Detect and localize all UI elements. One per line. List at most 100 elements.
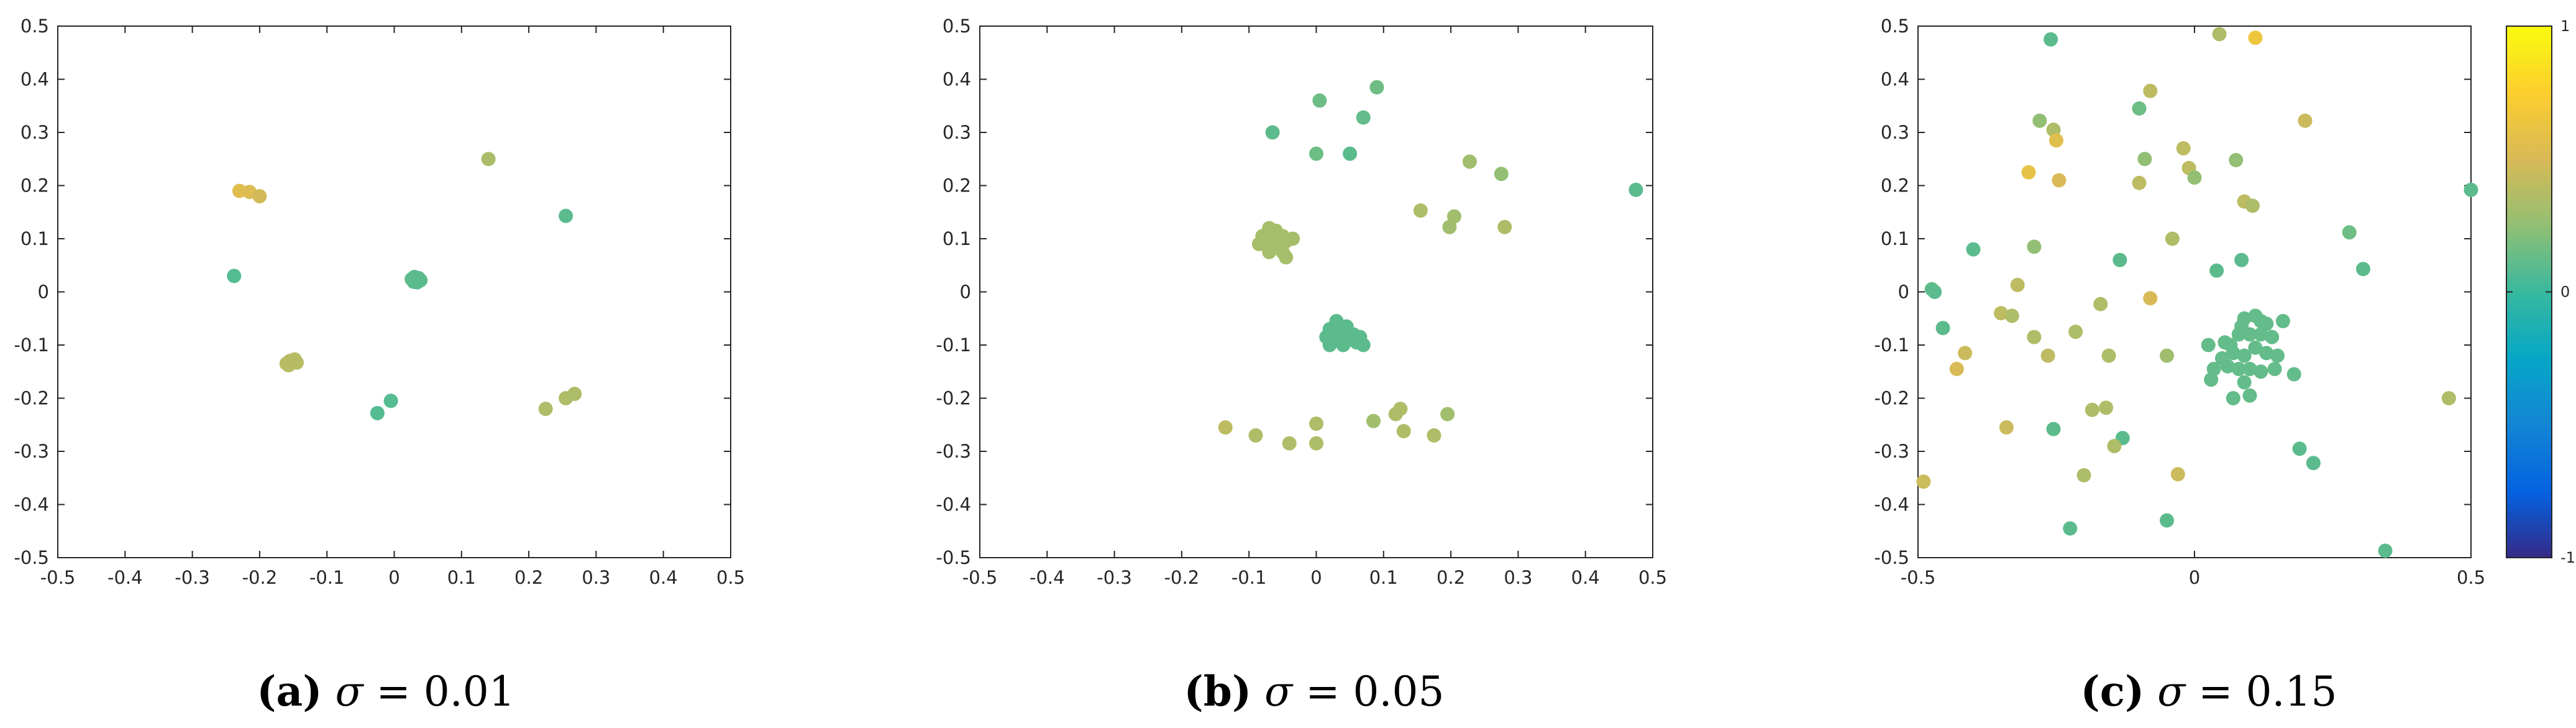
- chart-panel-a: -0.5 -0.4 -0.3 -0.2 -0.1 0 0.1 0.2 0.3 0.4 0.5 -0.5…: [14, 16, 745, 588]
- scatter-point: [1353, 329, 1368, 344]
- scatter-point: [1356, 110, 1371, 125]
- x-tick-label: 0.4: [649, 567, 678, 588]
- chart-panel-c: -0.5 0 0.5 -0.5 -0.4 -0.3 -0.2 -0.1 0 0.1 0.2 0.3 0.…: [1874, 16, 2485, 588]
- x-tick-label: -0.3: [175, 567, 210, 588]
- scatter-point: [1628, 182, 1643, 197]
- y-tick-label: -0.3: [936, 441, 971, 462]
- y-tick-label: 0.2: [943, 175, 971, 196]
- y-tick-label: -0.5: [1874, 547, 1909, 568]
- y-tick-label: -0.4: [14, 494, 49, 515]
- scatter-point: [2010, 277, 2025, 292]
- y-tick-label: 0.2: [1881, 175, 1909, 196]
- scatter-point: [1994, 306, 2008, 321]
- scatter-point: [2076, 468, 2091, 482]
- scatter-point: [2085, 402, 2099, 417]
- scatter-point: [2231, 361, 2246, 376]
- scatter-point: [2306, 456, 2321, 471]
- scatter-point: [1309, 146, 1323, 161]
- scatter-point: [1282, 436, 1297, 451]
- scatter-point: [1312, 93, 1327, 108]
- y-tick-label: 0.1: [21, 228, 49, 249]
- scatter-point: [1322, 338, 1337, 352]
- scatter-point: [2137, 152, 2152, 167]
- scatter-point: [2032, 113, 2047, 128]
- y-tick-label: 0.2: [21, 175, 49, 196]
- scatter-point: [1218, 420, 1233, 435]
- scatter-point: [2132, 101, 2147, 116]
- scatter-point: [2229, 152, 2244, 167]
- y-tick-label: -0.3: [14, 441, 49, 462]
- y-tick-label: 0.1: [943, 228, 971, 249]
- scatter-point: [2046, 422, 2061, 436]
- y-tick-label: -0.5: [14, 547, 49, 568]
- scatter-point: [2254, 364, 2268, 379]
- scatter-point: [1396, 424, 1411, 439]
- colorbar-tick-label: 1: [2560, 17, 2570, 35]
- scatter-point: [2187, 170, 2202, 185]
- scatter-point: [2160, 348, 2174, 363]
- x-tick-label: 0.5: [2457, 567, 2485, 588]
- y-tick-label: -0.1: [14, 334, 49, 356]
- scatter-point: [2245, 198, 2260, 213]
- scatter-point: [413, 273, 428, 288]
- x-tick-label: 0: [1310, 567, 1322, 588]
- scatter-point: [481, 152, 496, 167]
- caption-b: (b) σ = 0.05: [1184, 667, 1445, 716]
- x-tick-label: -0.5: [962, 567, 998, 588]
- scatter-point: [2237, 348, 2252, 363]
- scatter-point: [2165, 231, 2180, 246]
- y-tick-label: -0.5: [936, 547, 971, 568]
- scatter-point: [2027, 329, 2042, 344]
- scatter-point: [2049, 133, 2063, 148]
- colorbar: 1 0 -1: [2506, 17, 2575, 566]
- scatter-point: [2378, 543, 2393, 558]
- scatter-point: [1265, 125, 1280, 140]
- scatter-point: [2226, 391, 2240, 405]
- scatter-point: [2259, 346, 2274, 361]
- scatter-point: [2237, 375, 2252, 390]
- scatter-point: [559, 208, 573, 223]
- scatter-point: [2107, 438, 2122, 453]
- scatter-point: [1366, 413, 1381, 428]
- scatter-point: [2248, 30, 2263, 45]
- scatter-point: [2021, 165, 2036, 180]
- scatter-point: [1949, 361, 1964, 376]
- scatter-point: [2170, 467, 2185, 482]
- chart-panel-b: -0.5 -0.4 -0.3 -0.2 -0.1 0 0.1 0.2 0.3 0.4 0.5 -0.5…: [936, 16, 1667, 588]
- scatter-point: [1999, 420, 2014, 435]
- y-tick-label: 0: [960, 282, 971, 303]
- x-tick-label: -0.4: [107, 567, 143, 588]
- scatter-point: [1248, 428, 1263, 443]
- scatter-point: [1309, 417, 1323, 431]
- scatter-point: [1927, 285, 1942, 299]
- scatter-point: [567, 387, 582, 402]
- scatter-point: [2355, 262, 2370, 277]
- plot-frame: [57, 25, 731, 558]
- scatter-point: [2063, 521, 2078, 536]
- scatter-point: [1286, 231, 1300, 246]
- y-tick-label: 0.4: [943, 69, 971, 90]
- scatter-point: [2040, 348, 2055, 363]
- scatter-point: [2027, 239, 2042, 254]
- scatter-point: [2068, 325, 2083, 339]
- y-tick-label: -0.2: [1874, 388, 1909, 409]
- scatter-point: [2044, 32, 2058, 47]
- scatter-point: [2209, 263, 2224, 278]
- scatter-point: [538, 402, 553, 417]
- scatter-point: [2220, 359, 2235, 374]
- x-tick-label: -0.2: [242, 567, 278, 588]
- colorbar-gradient: [2506, 25, 2552, 558]
- y-tick-label: 0.3: [1881, 122, 1909, 143]
- y-tick-label: -0.3: [1874, 441, 1909, 462]
- scatter-point: [252, 189, 267, 204]
- scatter-point: [2212, 27, 2227, 42]
- scatter-point: [2204, 372, 2219, 387]
- y-tick-label: -0.1: [1874, 334, 1909, 356]
- scatter-point: [1494, 167, 1509, 182]
- scatter-point: [2217, 335, 2232, 350]
- y-tick-label: 0.3: [21, 122, 49, 143]
- plot-frame: [1917, 25, 2472, 558]
- scatter-point: [2242, 361, 2257, 376]
- caption-a: (a) σ = 0.01: [257, 667, 515, 716]
- x-tick-label: -0.1: [1231, 567, 1267, 588]
